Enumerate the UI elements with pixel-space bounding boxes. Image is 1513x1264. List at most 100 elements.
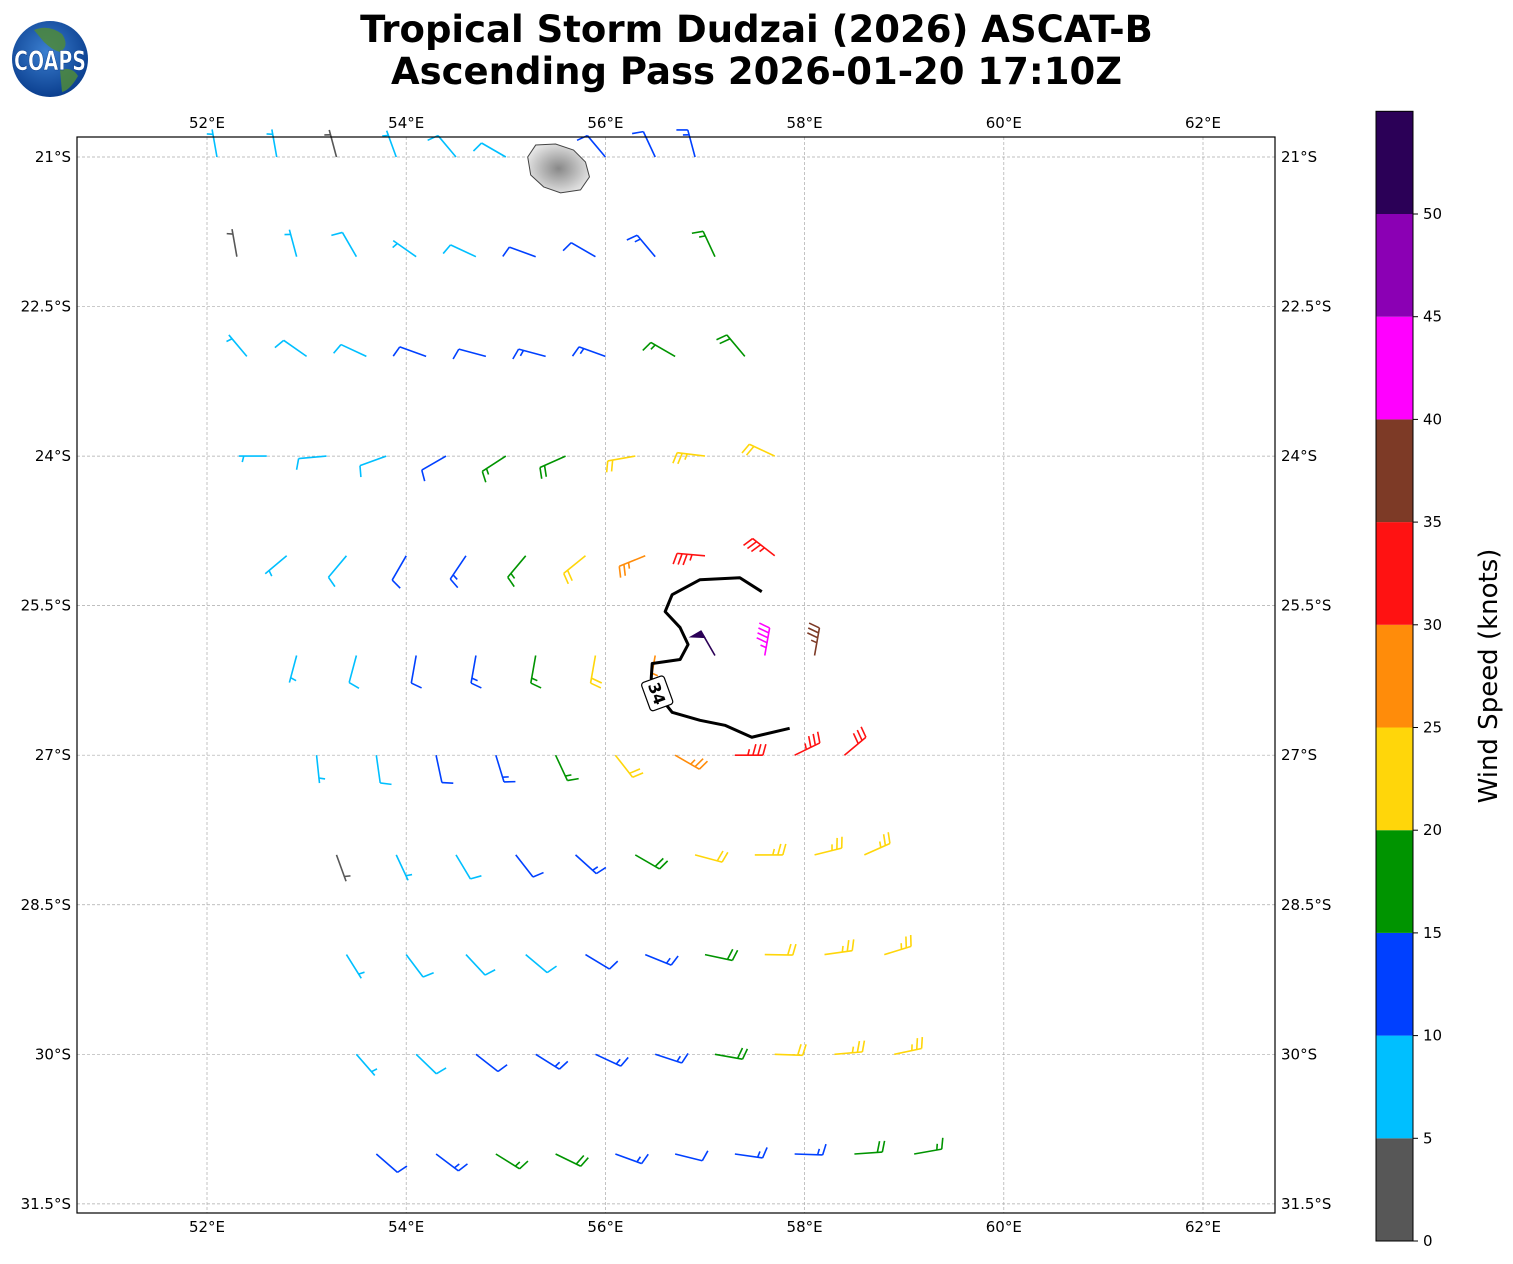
wind-barb (743, 537, 776, 557)
wind-barb (226, 334, 248, 357)
wind-barb (794, 1143, 827, 1156)
wind-barb (391, 555, 407, 589)
wind-barb (375, 1153, 408, 1174)
lat-tick-label-left: 25.5°S (21, 597, 71, 615)
wind-barb (714, 1047, 749, 1060)
wind-barb (284, 229, 298, 257)
lon-tick-label-bottom: 58°E (787, 1218, 823, 1236)
wind-barb (345, 954, 365, 979)
wind-barb (495, 754, 516, 783)
lat-tick-label-left: 21°S (35, 148, 71, 166)
wind-barb (507, 555, 527, 588)
wind-barb (238, 455, 267, 463)
lat-tick-label-left: 30°S (35, 1045, 71, 1063)
colorbar-tick-label: 35 (1423, 513, 1442, 531)
wind-barb (288, 655, 298, 683)
lat-tick-label-left: 28.5°S (21, 896, 71, 914)
wind-barb (435, 755, 454, 785)
wind-barb (226, 228, 238, 257)
wind-barb (734, 1147, 768, 1159)
colorbar-label: Wind Speed (knots) (1474, 549, 1504, 804)
wind-barb (824, 939, 855, 956)
wind-barb (331, 231, 358, 258)
wind-barb (642, 341, 676, 358)
lat-tick-label-right: 27°S (1281, 746, 1317, 764)
colorbar: 0 5 10 15 20 25 30 35 40 45 50 (1375, 110, 1442, 1250)
wind-barb (470, 655, 482, 689)
lat-tick-label-right: 30°S (1281, 1045, 1317, 1063)
lon-tick-label-top: 60°E (986, 114, 1022, 132)
axis-ticks: 52°E 52°E 54°E 54°E 56°E 56°E 58°E 58°E 60°E 60°E… (21, 114, 1332, 1236)
lat-tick-label-right: 24°S (1281, 447, 1317, 465)
colorbar-tick-label: 15 (1423, 924, 1442, 942)
wind-barb (654, 1052, 689, 1064)
logo-text: COAPS (14, 46, 86, 77)
wind-barb (348, 655, 360, 689)
wind-barb (626, 234, 656, 258)
contour-label: 34 (641, 675, 674, 712)
wind-barb (674, 754, 709, 770)
island (527, 143, 591, 194)
wind-barb (754, 843, 787, 856)
lon-tick-label-bottom: 56°E (587, 1218, 623, 1236)
wind-barb (672, 451, 706, 465)
colorbar-segment (1376, 727, 1413, 831)
wind-barb (502, 246, 536, 258)
wind-barb (392, 239, 417, 258)
lon-tick-label-bottom: 62°E (1185, 1218, 1221, 1236)
contour-34kt: 34 (641, 576, 791, 739)
colorbar-tick-label: 50 (1423, 205, 1442, 223)
lat-tick-label-right: 31.5°S (1281, 1195, 1331, 1213)
colorbar-segment (1376, 1138, 1413, 1241)
colorbar-frame (1375, 110, 1414, 1242)
wind-barb (274, 339, 308, 358)
island-shape (527, 143, 591, 194)
wind-barb (756, 622, 771, 656)
colorbar-segment (1376, 932, 1413, 1036)
wind-barb (814, 836, 843, 856)
wind-barb (843, 726, 867, 756)
map-frame (76, 136, 1276, 1214)
lon-tick-label-top: 56°E (587, 114, 623, 132)
wind-barb (333, 343, 367, 358)
wind-barb (691, 230, 716, 258)
lat-tick-label-right: 28.5°S (1281, 896, 1331, 914)
lat-tick-label-left: 24°S (35, 447, 71, 465)
lon-tick-label-top: 52°E (189, 114, 225, 132)
wind-barb (359, 455, 387, 478)
wind-barb (315, 755, 326, 784)
colorbar-segment (1376, 830, 1413, 933)
wind-barb (644, 953, 679, 966)
colorbar-tick-label: 25 (1423, 719, 1442, 737)
wind-barb (427, 134, 457, 158)
wind-barb (415, 1053, 447, 1075)
lat-tick-label-left: 22.5°S (21, 298, 71, 316)
colorbar-segment (1376, 111, 1413, 214)
wind-barb (515, 854, 544, 878)
wind-barb (595, 1053, 629, 1067)
wind-barb (734, 743, 767, 757)
lat-tick-label-left: 27°S (35, 746, 71, 764)
colorbar-segment (1376, 214, 1413, 317)
colorbar-segment (1376, 1035, 1413, 1139)
wind-barb (266, 129, 278, 158)
wind-barb (631, 130, 656, 158)
wind-barb (614, 754, 644, 779)
wind-barb (395, 854, 413, 881)
chart-title-line1: Tropical Storm Dudzai (2026) ASCAT-B (360, 8, 1153, 51)
wind-barb (589, 655, 603, 689)
wind-barb (674, 1150, 709, 1162)
wind-barb (392, 346, 427, 358)
wind-barb (884, 934, 912, 956)
wind-barb (741, 443, 776, 457)
wind-barb (576, 134, 607, 158)
wind-barb (382, 130, 397, 158)
wind-barb (452, 348, 487, 360)
wind-barb (530, 655, 542, 689)
wind-barb (327, 555, 348, 588)
contour-line (649, 576, 791, 739)
lat-tick-label-left: 31.5°S (21, 1195, 71, 1213)
lon-tick-label-top: 54°E (388, 114, 424, 132)
wind-barb (435, 1153, 468, 1172)
